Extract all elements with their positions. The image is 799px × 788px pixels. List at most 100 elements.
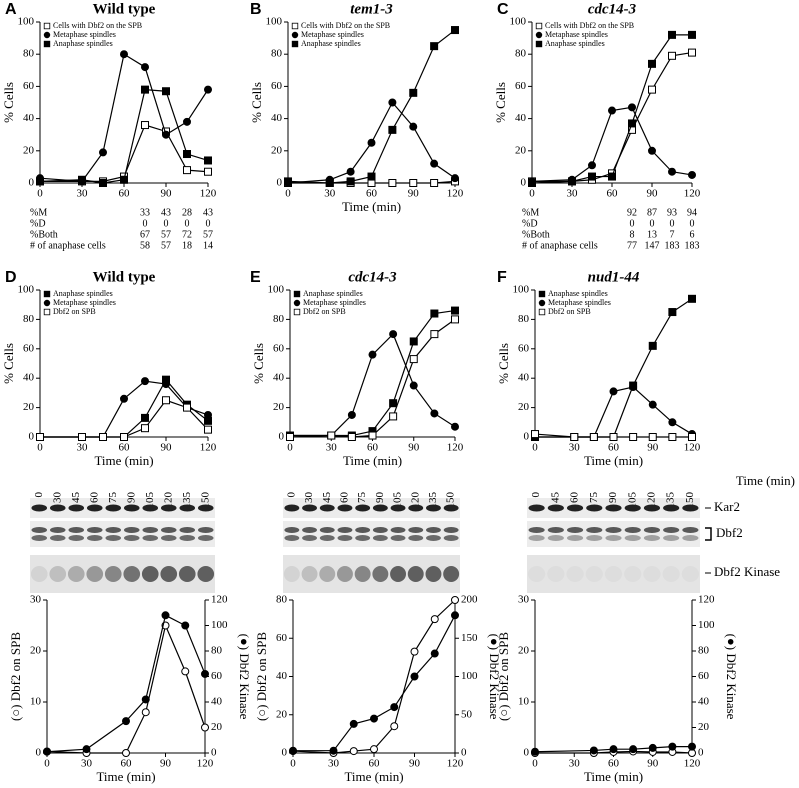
kar2-band <box>390 504 406 512</box>
y2-tick-label: 20 <box>211 721 223 733</box>
x-tick-label: 0 <box>532 758 538 770</box>
series-line <box>535 298 693 438</box>
x-tick-label: 90 <box>647 758 659 770</box>
table-cell: 93 <box>667 207 677 218</box>
dbf2-band <box>528 527 545 533</box>
y2-tick-label: 0 <box>211 747 217 759</box>
marker <box>78 433 86 441</box>
y-axis-label: % Cells <box>1 82 16 123</box>
x-axis-label: Time (min) <box>584 769 643 784</box>
y2-tick-label: 80 <box>211 645 223 657</box>
marker <box>648 59 656 68</box>
x-tick-label: 120 <box>197 758 214 770</box>
table-cell: 72 <box>182 229 192 240</box>
lane-label: 30 <box>51 492 63 504</box>
marker <box>183 150 191 159</box>
dbf2-band <box>197 535 214 541</box>
dbf2-band <box>179 527 196 533</box>
table-cell: 57 <box>203 229 213 240</box>
legend-marker <box>538 308 546 316</box>
table-cell: 0 <box>143 218 148 229</box>
x-tick-label: 120 <box>684 188 701 200</box>
series-line <box>531 106 693 182</box>
legend-marker <box>538 290 546 298</box>
marker <box>668 167 676 176</box>
dbf2-band <box>49 535 66 541</box>
x-tick-label: 60 <box>366 188 378 200</box>
table-cell: 0 <box>185 218 190 229</box>
y-tick-label: 40 <box>23 372 35 384</box>
marker <box>628 119 636 128</box>
x-tick-label: 60 <box>121 758 133 770</box>
marker <box>629 383 638 392</box>
y2-tick-label: 50 <box>461 708 473 720</box>
series-line <box>289 318 456 438</box>
y-tick-label: 0 <box>277 177 283 189</box>
y2-tick-label: 0 <box>461 747 467 759</box>
kar2-band <box>663 504 680 512</box>
marker <box>36 433 44 441</box>
kinase-band <box>49 566 67 582</box>
y-tick-label: 60 <box>273 342 285 354</box>
marker <box>629 745 638 754</box>
lane-label: 120 <box>645 492 657 509</box>
legend-marker <box>43 22 51 30</box>
dbf2-band <box>663 535 680 541</box>
marker <box>648 85 656 94</box>
y-tick-label: 20 <box>273 401 285 413</box>
dbf2-band <box>284 535 300 541</box>
marker <box>390 703 399 712</box>
x-tick-label: 0 <box>290 758 296 770</box>
blot-strip <box>30 498 215 518</box>
marker <box>430 330 439 339</box>
panel-letter: D <box>5 269 17 286</box>
table-cell: 0 <box>670 218 675 229</box>
legend-marker <box>43 299 51 307</box>
marker <box>120 50 128 59</box>
kar2-band <box>31 504 48 512</box>
marker <box>388 98 397 107</box>
y2-tick-label: 40 <box>698 696 710 708</box>
marker <box>430 42 439 51</box>
marker <box>347 410 356 419</box>
marker <box>141 377 149 386</box>
y-tick-label: 100 <box>18 16 35 28</box>
y-tick-label: 20 <box>276 708 288 720</box>
band-label: Dbf2 <box>716 525 743 540</box>
marker <box>648 743 657 752</box>
lane-label: 90 <box>374 492 386 504</box>
y-tick-label: 0 <box>282 747 288 759</box>
kar2-band <box>179 504 196 512</box>
legend-label: Metaphase spindles <box>303 298 366 307</box>
legend-label: Metaphase spindles <box>53 30 116 39</box>
kar2-band <box>372 504 388 512</box>
kinase-band <box>86 566 104 582</box>
table-cell: 77 <box>627 240 637 251</box>
y-tick-label: 20 <box>23 401 35 413</box>
dbf2-band <box>160 527 177 533</box>
band-bracket <box>705 527 712 541</box>
marker <box>141 85 149 94</box>
marker <box>430 309 439 318</box>
marker <box>325 179 334 187</box>
dbf2-band <box>179 535 196 541</box>
kinase-band <box>67 566 85 582</box>
x-tick-label: 0 <box>529 188 535 200</box>
kar2-band <box>566 504 584 512</box>
x-tick-label: 0 <box>532 442 538 454</box>
marker <box>183 117 191 126</box>
table-row-label: %D <box>30 218 46 229</box>
y2-tick-label: 100 <box>698 619 715 631</box>
panel-title: nud1-44 <box>588 269 640 285</box>
dbf2-band <box>528 535 545 541</box>
series-line <box>290 309 456 437</box>
x-tick-label: 0 <box>44 758 50 770</box>
dbf2-band <box>605 527 622 533</box>
table-cell: 0 <box>650 218 655 229</box>
x-tick-label: 120 <box>200 442 217 454</box>
marker <box>141 424 149 433</box>
y-tick-label: 60 <box>276 632 288 644</box>
y-tick-label: 40 <box>276 670 288 682</box>
dbf2-band <box>68 535 85 541</box>
x-tick-label: 120 <box>447 442 464 454</box>
